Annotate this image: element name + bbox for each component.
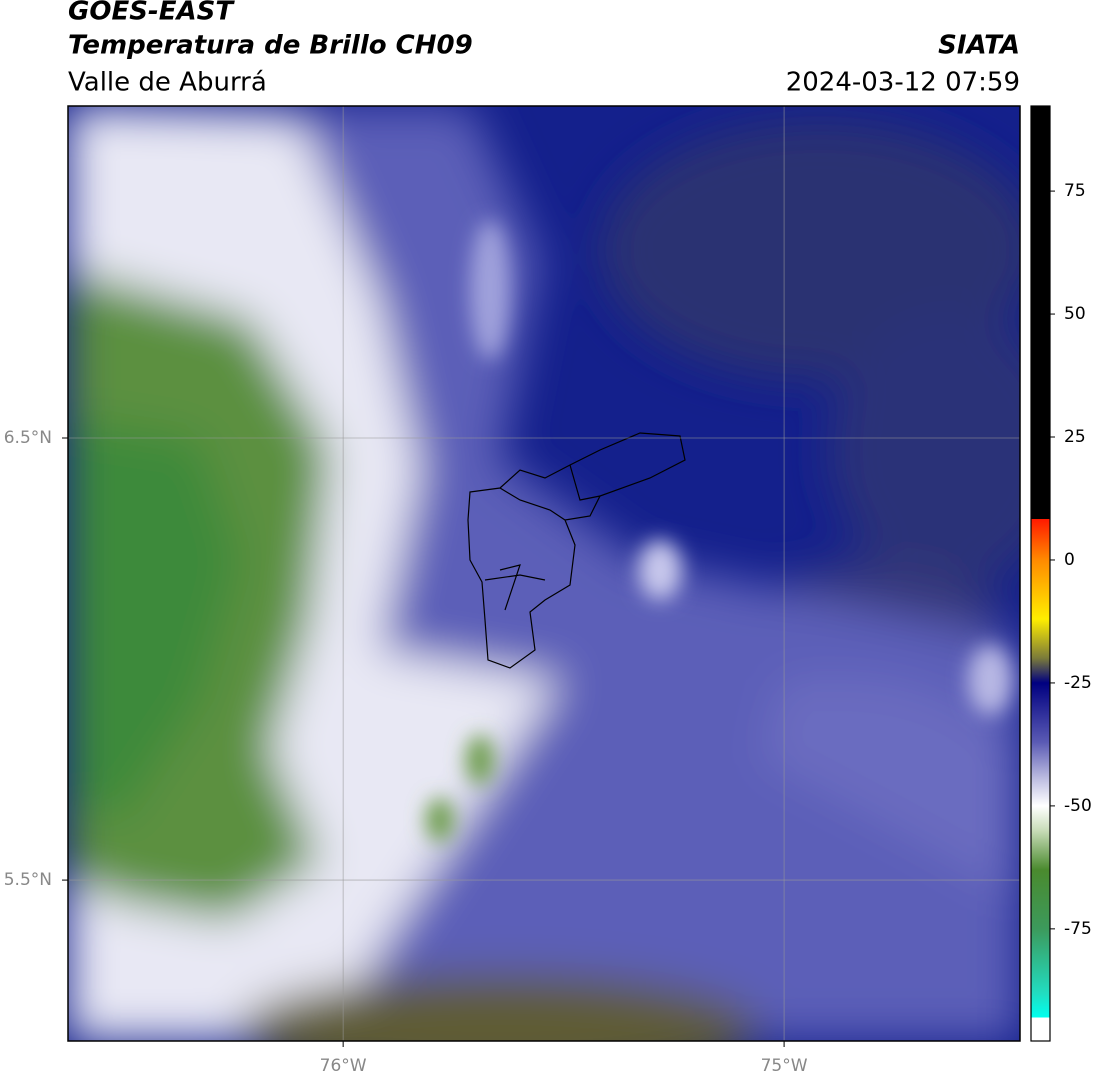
colorbar <box>1030 105 1051 1042</box>
lat-tick-label: 6.5°N <box>4 428 52 448</box>
colorbar-tick-label: 50 <box>1064 304 1086 324</box>
watershed-outline <box>467 432 686 669</box>
graticule <box>68 106 1020 1041</box>
colorbar-tick-label: -50 <box>1064 796 1092 816</box>
title: GOES-EAST <box>68 0 235 27</box>
lat-tick-label: 5.5°N <box>4 870 52 890</box>
colorbar-tick-label: 25 <box>1064 427 1086 447</box>
region: Valle de Aburrá <box>68 68 267 98</box>
subtitle: Temperatura de Brillo CH09 <box>68 31 473 61</box>
agency: SIATA <box>938 31 1020 61</box>
colorbar-tick-label: -25 <box>1064 673 1092 693</box>
map-frame <box>67 105 1021 1042</box>
colorbar-tick-label: 75 <box>1064 181 1086 201</box>
colorbar-tick-label: 0 <box>1064 550 1075 570</box>
timestamp: 2024-03-12 07:59 <box>786 68 1020 98</box>
colorbar-tick-label: -75 <box>1064 919 1092 939</box>
lon-tick-label: 76°W <box>320 1056 367 1076</box>
lon-tick-label: 75°W <box>761 1056 808 1076</box>
satellite-image <box>68 106 1020 1041</box>
